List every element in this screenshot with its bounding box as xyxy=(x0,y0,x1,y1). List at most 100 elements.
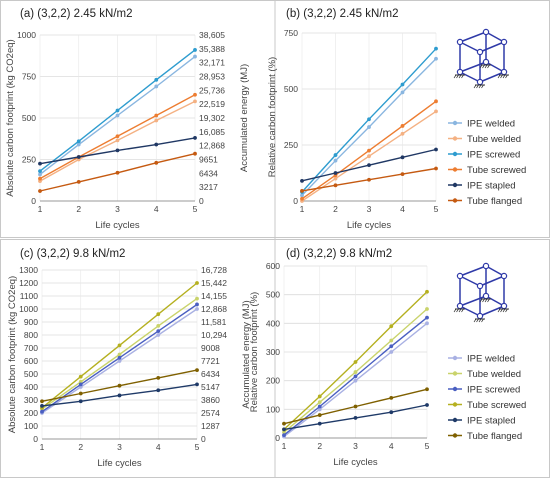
data-point xyxy=(333,176,338,181)
frame-member xyxy=(485,31,505,43)
y2-tick-label: 12,868 xyxy=(199,141,225,151)
frame-member xyxy=(459,41,481,53)
data-point xyxy=(40,409,44,414)
support-hatch xyxy=(482,298,485,303)
chart-panel-3: (c) (3,2,2) 9.8 kN/m2 0 100 200 300 400 500 600… xyxy=(7,248,252,469)
x-tick-label: 5 xyxy=(193,204,198,214)
data-point xyxy=(317,400,322,405)
data-point xyxy=(367,148,371,153)
support-hatch xyxy=(458,308,462,313)
data-point xyxy=(353,378,358,383)
y-axis-label: Absolute carbon footprint (kg CO2eq) xyxy=(7,276,18,433)
data-point xyxy=(76,180,81,184)
data-point xyxy=(154,142,159,147)
frame-node xyxy=(476,78,484,86)
chart-title: (a) (3,2,2) 2.45 kN/m2 xyxy=(20,8,132,20)
data-point xyxy=(389,395,394,400)
legend-label: Tube screwed xyxy=(467,165,526,176)
x-tick-label: 5 xyxy=(195,442,200,452)
data-point xyxy=(282,433,286,438)
y2-tick-label: 7721 xyxy=(201,356,220,366)
y-tick-label: 500 xyxy=(266,290,280,300)
data-point xyxy=(76,142,81,147)
y-tick-label: 750 xyxy=(284,28,298,38)
chart-panel-4: (d) (3,2,2) 9.8 kN/m2 0 100 200 300 400 500 600… xyxy=(249,248,526,468)
data-point xyxy=(389,410,394,415)
data-point xyxy=(193,99,197,104)
frame-node xyxy=(500,68,508,76)
legend-marker xyxy=(452,151,458,157)
legend-label: IPE stapled xyxy=(467,416,516,427)
y2-tick-label: 35,388 xyxy=(199,44,225,54)
y-tick-label: 300 xyxy=(24,395,38,405)
frame-member xyxy=(459,305,481,317)
y2-tick-label: 3860 xyxy=(201,395,220,405)
frame-member xyxy=(479,41,505,53)
x-axis-label: Life cycles xyxy=(97,458,142,469)
data-point xyxy=(195,368,199,372)
support-hatch xyxy=(473,318,477,323)
data-point xyxy=(156,312,161,317)
data-point xyxy=(389,344,394,349)
y2-tick-label: 19,302 xyxy=(199,113,225,123)
data-point xyxy=(195,296,199,301)
y2-tick-label: 38,605 xyxy=(199,30,225,40)
data-point xyxy=(367,154,371,159)
y2-tick-label: 22,519 xyxy=(199,99,225,109)
data-point xyxy=(193,136,197,140)
x-axis-label: Life cycles xyxy=(347,220,392,231)
data-point xyxy=(38,176,42,181)
y-tick-label: 100 xyxy=(24,421,38,431)
frame-member xyxy=(459,295,487,307)
y-tick-label: 400 xyxy=(266,318,280,328)
x-tick-label: 2 xyxy=(317,441,322,451)
data-point xyxy=(425,289,429,294)
data-point xyxy=(78,385,83,389)
data-point xyxy=(425,315,429,320)
data-point xyxy=(425,403,429,407)
y-tick-label: 100 xyxy=(266,404,280,414)
frame-node xyxy=(482,58,490,66)
frame-diagram xyxy=(453,28,509,89)
data-point xyxy=(300,193,304,198)
y-tick-label: 0 xyxy=(33,434,38,444)
data-point xyxy=(400,82,405,87)
data-point xyxy=(389,338,394,343)
data-point xyxy=(389,324,394,329)
x-tick-label: 1 xyxy=(282,441,287,451)
x-axis-label: Life cycles xyxy=(333,457,378,468)
support-hatch xyxy=(497,74,501,79)
support-hatch xyxy=(487,298,490,303)
support-hatch xyxy=(478,84,482,89)
y2-tick-label: 6434 xyxy=(201,369,220,379)
frame-node xyxy=(482,28,490,36)
y-tick-label: 1300 xyxy=(19,265,38,275)
data-point xyxy=(353,416,358,420)
frame-member xyxy=(459,61,487,73)
data-point xyxy=(193,54,197,59)
data-point xyxy=(117,383,122,388)
legend-label: Tube flanged xyxy=(467,431,522,442)
y2-axis-label: Accumulated energy (MJ) xyxy=(239,64,250,172)
legend-marker xyxy=(452,402,458,407)
legend-marker xyxy=(452,371,458,376)
frame-node xyxy=(456,38,464,46)
y2-tick-label: 15,442 xyxy=(201,278,227,288)
data-point xyxy=(400,90,405,95)
support-hatch xyxy=(484,298,488,303)
support-hatch xyxy=(505,308,508,313)
x-tick-label: 2 xyxy=(78,442,83,452)
frame-node xyxy=(500,38,508,46)
support-hatch xyxy=(461,308,464,313)
frame-node xyxy=(476,282,484,290)
frame-member xyxy=(479,275,505,287)
x-tick-label: 5 xyxy=(434,204,439,214)
y-tick-label: 200 xyxy=(24,408,38,418)
legend-marker xyxy=(452,433,458,438)
data-point xyxy=(367,177,371,182)
data-point xyxy=(317,394,322,399)
data-point xyxy=(40,399,44,404)
x-tick-label: 3 xyxy=(117,442,122,452)
data-point xyxy=(367,163,371,168)
data-point xyxy=(434,46,438,51)
